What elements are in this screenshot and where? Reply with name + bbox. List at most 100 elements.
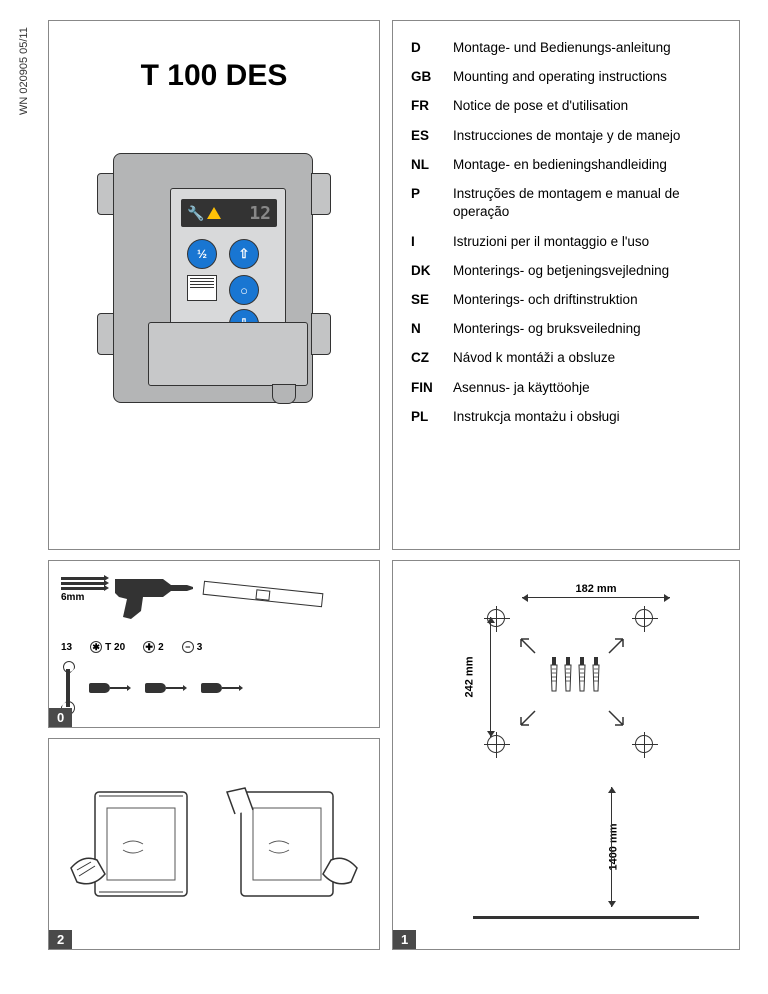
flathead-label: −3 (182, 641, 203, 653)
phillips-label: ✚2 (143, 641, 164, 653)
lcd-display: 🔧 12 (181, 199, 277, 227)
tools-top-row: 6mm (61, 571, 367, 641)
lang-row: NMonterings- og bruksveiledning (411, 320, 723, 338)
unpack-panel: 2 (48, 738, 380, 950)
wall-anchor-icon (563, 657, 573, 695)
stop-button: ○ (229, 275, 259, 305)
wrench-icon: 🔧 (187, 205, 204, 222)
lang-text: Monterings- og betjeningsvejledning (453, 262, 723, 280)
panel-number-badge: 1 (393, 930, 416, 949)
lang-row: SEMonterings- och driftinstruktion (411, 291, 723, 309)
drill-size-label: 6mm (61, 592, 105, 603)
lang-row: IIstruzioni per il montaggio e l'uso (411, 233, 723, 251)
bottom-left-col: 6mm 13 ✱T 20 ✚2 −3 (48, 560, 380, 950)
bottom-right-col: 182 mm 242 mm (392, 560, 740, 950)
lang-code: D (411, 39, 453, 57)
lang-row: NLMontage- en bedieningshandleiding (411, 156, 723, 174)
torx-icon: ✱ (90, 641, 102, 653)
lang-code: FIN (411, 379, 453, 397)
torx-text: T 20 (105, 642, 125, 653)
page-root: T 100 DES 🔧 12 ½ (0, 0, 768, 970)
lang-code: P (411, 185, 453, 221)
device-illustration: 🔧 12 ½ ⇧ ○ (99, 133, 329, 413)
tools-panel: 6mm 13 ✱T 20 ✚2 −3 (48, 560, 380, 728)
drill-bit-icon (61, 587, 105, 590)
lang-text: Instrukcja montażu i obsługi (453, 408, 723, 426)
lang-code: GB (411, 68, 453, 86)
lang-text: Návod k montáži a obsluze (453, 349, 723, 367)
device-body: 🔧 12 ½ ⇧ ○ (113, 153, 313, 403)
lang-row: FINAsennus- ja käyttöohje (411, 379, 723, 397)
height-label: 242 mm (463, 657, 475, 698)
warning-icon (207, 207, 221, 219)
arrow-icon (607, 709, 627, 729)
button-row-1: ½ ⇧ (187, 239, 259, 269)
lang-code: NL (411, 156, 453, 174)
lang-row: GBMounting and operating instructions (411, 68, 723, 86)
lang-code: FR (411, 97, 453, 115)
dimension-line-icon (490, 617, 498, 737)
door-icon (187, 275, 217, 301)
width-dimension: 182 mm (513, 583, 679, 605)
lang-text: Mounting and operating instructions (453, 68, 723, 86)
screwdriver-icon (201, 682, 243, 694)
arrow-icon (517, 709, 537, 729)
wrench-tool-icon (61, 661, 75, 715)
dimension-line-icon (522, 597, 670, 605)
wall-anchor-icon (577, 657, 587, 695)
mount-tab (311, 313, 331, 355)
lcd-digits: 12 (249, 203, 271, 224)
screwdriver-icon (89, 682, 131, 694)
lang-row: CZNávod k montáži a obsluze (411, 349, 723, 367)
product-panel: T 100 DES 🔧 12 ½ (48, 20, 380, 550)
panel-number-badge: 2 (49, 930, 72, 949)
tool-labels: 13 ✱T 20 ✚2 −3 (61, 641, 367, 653)
floor-line-icon (473, 916, 699, 919)
bottom-row: 6mm 13 ✱T 20 ✚2 −3 (48, 560, 740, 950)
arrow-icon (517, 635, 537, 655)
lang-code: DK (411, 262, 453, 280)
flathead-icon: − (182, 641, 194, 653)
lang-text: Monterings- och driftinstruktion (453, 291, 723, 309)
button-row-2: ○ (187, 275, 259, 305)
drill-bit-icon (61, 582, 105, 585)
lcd-icons: 🔧 (187, 205, 221, 222)
lang-code: I (411, 233, 453, 251)
width-label: 182 mm (576, 583, 617, 595)
lang-row: ESInstrucciones de montaje y de manejo (411, 127, 723, 145)
mount-tab (311, 173, 331, 215)
torx-label: ✱T 20 (90, 641, 125, 653)
panel-number-badge: 0 (49, 708, 72, 727)
lang-text: Montage- und Bedienungs-anleitung (453, 39, 723, 57)
mount-hole-icon (635, 609, 653, 627)
drill-gun-icon (113, 571, 195, 625)
drill-bits (61, 577, 105, 590)
lang-row: FRNotice de pose et d'utilisation (411, 97, 723, 115)
top-row: T 100 DES 🔧 12 ½ (48, 20, 740, 550)
lang-row: DKMonterings- og betjeningsvejledning (411, 262, 723, 280)
lang-code: CZ (411, 349, 453, 367)
half-button: ½ (187, 239, 217, 269)
drill-bit-icon (61, 577, 105, 580)
height-dimension: 242 mm (449, 617, 498, 737)
spirit-level-icon (203, 581, 324, 607)
mount-panel: 182 mm 242 mm (392, 560, 740, 950)
mount-hole-icon (635, 735, 653, 753)
lang-row: PInstruções de montagem e manual de oper… (411, 185, 723, 221)
mount-hole-icon (487, 735, 505, 753)
unpack-illustration-right (219, 764, 359, 924)
phillips-text: 2 (158, 642, 164, 653)
lang-code: SE (411, 291, 453, 309)
lang-text: Instruções de montagem e manual de opera… (453, 185, 723, 221)
lang-text: Asennus- ja käyttöohje (453, 379, 723, 397)
cable-gland (272, 384, 296, 404)
control-panel: 🔧 12 ½ ⇧ ○ (170, 188, 286, 338)
lang-text: Monterings- og bruksveiledning (453, 320, 723, 338)
lang-text: Montage- en bedieningshandleiding (453, 156, 723, 174)
product-title: T 100 DES (141, 59, 288, 93)
wrench-size-label: 13 (61, 642, 72, 653)
doc-code: WN 020905 05/11 (18, 27, 30, 115)
lang-text: Instrucciones de montaje y de manejo (453, 127, 723, 145)
arrow-icon (607, 635, 627, 655)
tools-bottom-row (61, 661, 367, 715)
